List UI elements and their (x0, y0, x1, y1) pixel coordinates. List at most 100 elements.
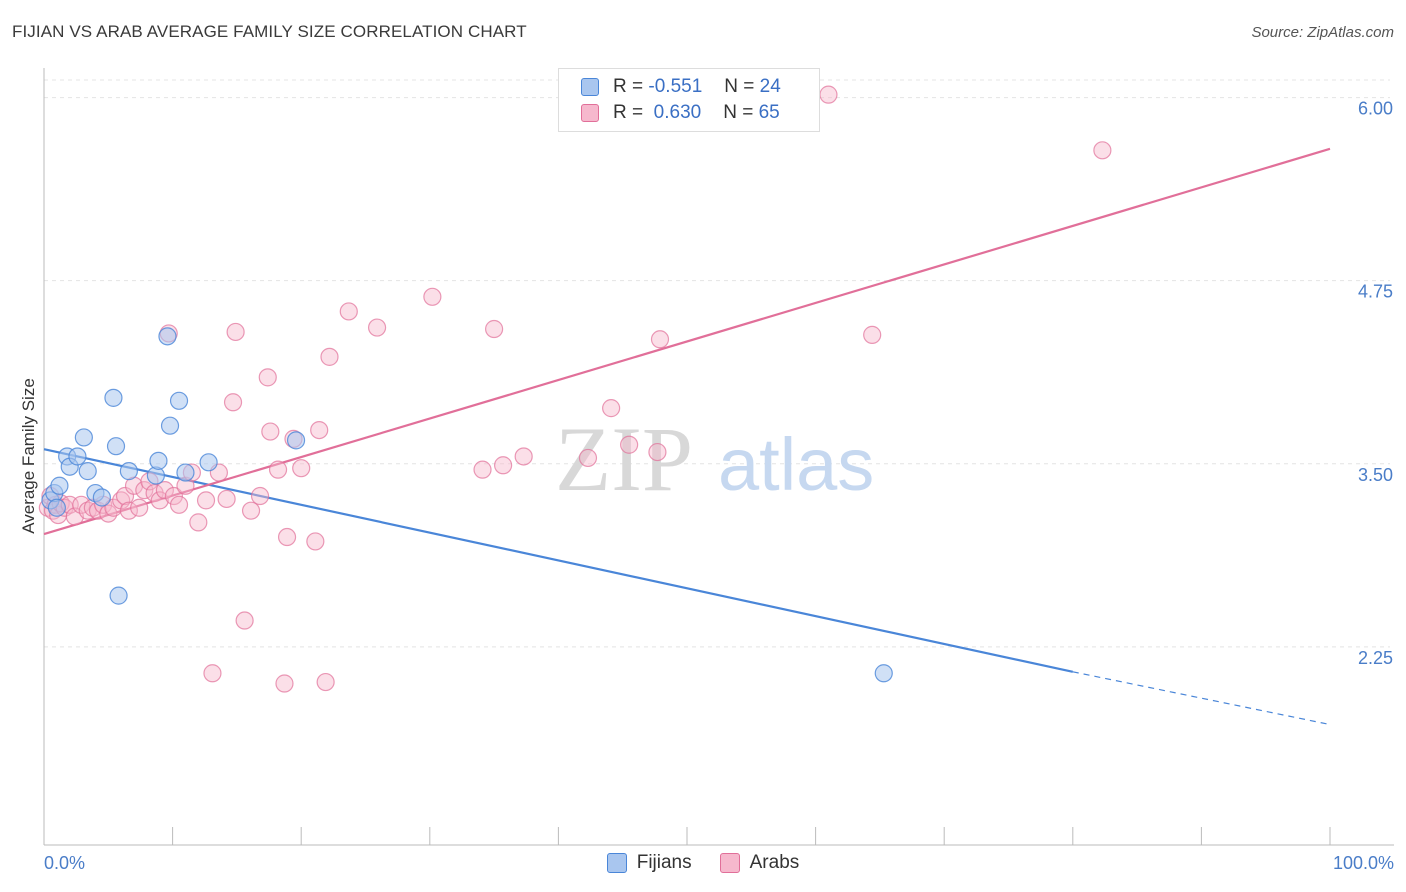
arab-point (494, 456, 513, 475)
arab-point (261, 422, 280, 441)
arab-point (277, 527, 297, 547)
arab-point (648, 442, 667, 462)
arab-point (155, 481, 174, 500)
arab-point (578, 448, 598, 468)
r-label: R = (613, 76, 644, 97)
watermark-atlas: atlas (718, 423, 874, 506)
legend-item-arabs[interactable]: Arabs (719, 852, 800, 874)
arab-point (292, 459, 311, 478)
n-label: N = (723, 102, 754, 123)
y-tick-label: 6.00 (1358, 99, 1393, 119)
legend-row-arabs: R = 0.630 N = 65 (581, 101, 780, 125)
fijian-point (169, 391, 189, 410)
arab-point (164, 486, 183, 506)
r-value-arabs: 0.630 (653, 102, 702, 123)
chart-title: FIJIAN VS ARAB AVERAGE FAMILY SIZE CORRE… (12, 22, 527, 41)
arab-point (203, 664, 222, 683)
y-axis-label: Average Family Size (19, 378, 38, 534)
arab-point (306, 532, 325, 551)
arab-point (169, 495, 189, 514)
fijians-swatch (581, 78, 599, 96)
arabs-swatch (581, 104, 599, 122)
arab-point (115, 486, 135, 506)
arab-point (367, 318, 387, 337)
series-legend: Fijians Arabs (0, 852, 1406, 874)
fijian-point (149, 451, 168, 470)
fijian-point (104, 388, 123, 407)
arab-trend-line (43, 147, 1331, 536)
fijian-point (286, 431, 306, 450)
fijian-point (160, 416, 180, 435)
n-label: N = (724, 76, 755, 97)
watermark-zip: ZIP (555, 408, 693, 510)
arab-point (620, 435, 639, 454)
fijian-point (176, 463, 195, 482)
r-label: R = (613, 102, 644, 123)
arab-point (223, 393, 243, 412)
arab-point (99, 504, 118, 523)
fijian-point (109, 586, 128, 605)
r-value-fijians: -0.551 (648, 76, 703, 97)
arab-point (189, 513, 208, 532)
fijian-point (199, 453, 218, 472)
arab-point (423, 287, 442, 306)
arab-point (135, 481, 154, 500)
arab-point (320, 347, 339, 366)
x-tick-label-end: 100.0% (1333, 853, 1394, 873)
legend-item-fijians[interactable]: Fijians (606, 852, 692, 874)
arab-point (196, 491, 216, 510)
arab-point (250, 486, 270, 506)
arab-point (226, 322, 245, 342)
fijian-point (74, 428, 93, 447)
fijian-point (119, 462, 138, 481)
arab-point (316, 672, 335, 692)
fijians-legend-swatch (606, 853, 627, 873)
arab-point (863, 325, 882, 344)
arab-point (150, 491, 169, 510)
arab-point (819, 85, 838, 104)
arab-points (38, 85, 1112, 693)
arab-point (485, 319, 504, 339)
arab-point (1093, 141, 1112, 160)
grid-lines (44, 79, 1390, 648)
stats-legend: R = -0.551 N = 24 R = 0.630 N = 65 (558, 68, 820, 132)
fijian-point (50, 476, 69, 495)
arab-point (275, 674, 294, 693)
fijian-point (158, 327, 177, 346)
fijian-point (68, 447, 87, 466)
x-tick-label-start: 0.0% (44, 853, 85, 873)
arab-point (258, 368, 277, 387)
fijian-point (874, 664, 893, 683)
trend-lines (43, 147, 1331, 726)
n-value-fijians: 24 (759, 76, 781, 97)
source-label: Source: ZipAtlas.com (1251, 24, 1394, 41)
y-tick-label: 3.50 (1358, 465, 1393, 485)
arab-point (217, 489, 236, 509)
arab-point (602, 399, 621, 418)
fijian-points (41, 327, 893, 683)
arab-point (130, 498, 149, 517)
arab-point (119, 501, 138, 520)
n-value-arabs: 65 (758, 102, 780, 123)
fijian-point (47, 498, 66, 517)
fijian-point (92, 488, 111, 507)
arab-point (514, 447, 533, 466)
arab-point (104, 498, 123, 517)
fijian-trend-line (43, 448, 1074, 673)
arabs-legend-swatch (719, 853, 740, 873)
fijian-trend-extension (1072, 671, 1331, 726)
fijian-point (78, 462, 97, 481)
tick-labels: 2.25 3.50 4.75 6.00 0.0% 100.0% (44, 99, 1394, 873)
fijian-point (106, 437, 126, 456)
arab-point (473, 460, 492, 479)
arab-point (235, 611, 254, 630)
axes (43, 68, 1394, 846)
y-tick-label: 4.75 (1358, 282, 1393, 302)
y-tick-label: 2.25 (1358, 648, 1393, 668)
fijians-legend-label: Fijians (636, 852, 692, 873)
arab-point (241, 501, 261, 520)
arab-point (310, 420, 329, 440)
arab-point (268, 460, 288, 479)
arabs-legend-label: Arabs (749, 852, 800, 873)
